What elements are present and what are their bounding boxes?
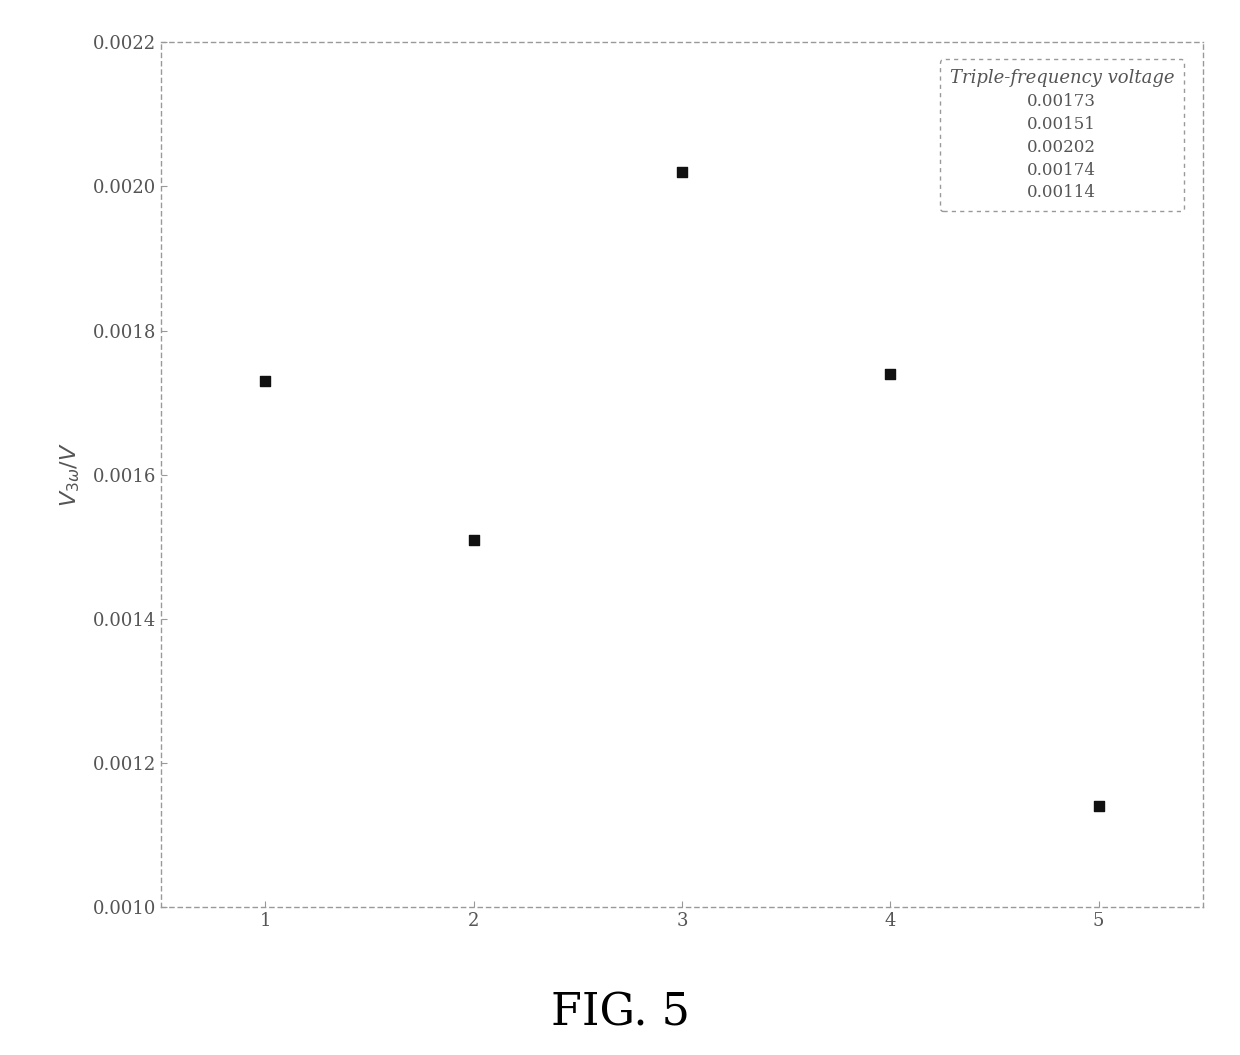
Point xyxy=(1089,798,1109,814)
Point xyxy=(672,164,692,180)
Point xyxy=(255,372,275,389)
Y-axis label: $V_{3\omega}/V$: $V_{3\omega}/V$ xyxy=(58,442,82,507)
Point xyxy=(880,365,900,382)
Text: FIG. 5: FIG. 5 xyxy=(551,992,689,1034)
Legend: 0.00173, 0.00151, 0.00202, 0.00174, 0.00114: 0.00173, 0.00151, 0.00202, 0.00174, 0.00… xyxy=(940,59,1184,211)
Point xyxy=(464,531,484,548)
